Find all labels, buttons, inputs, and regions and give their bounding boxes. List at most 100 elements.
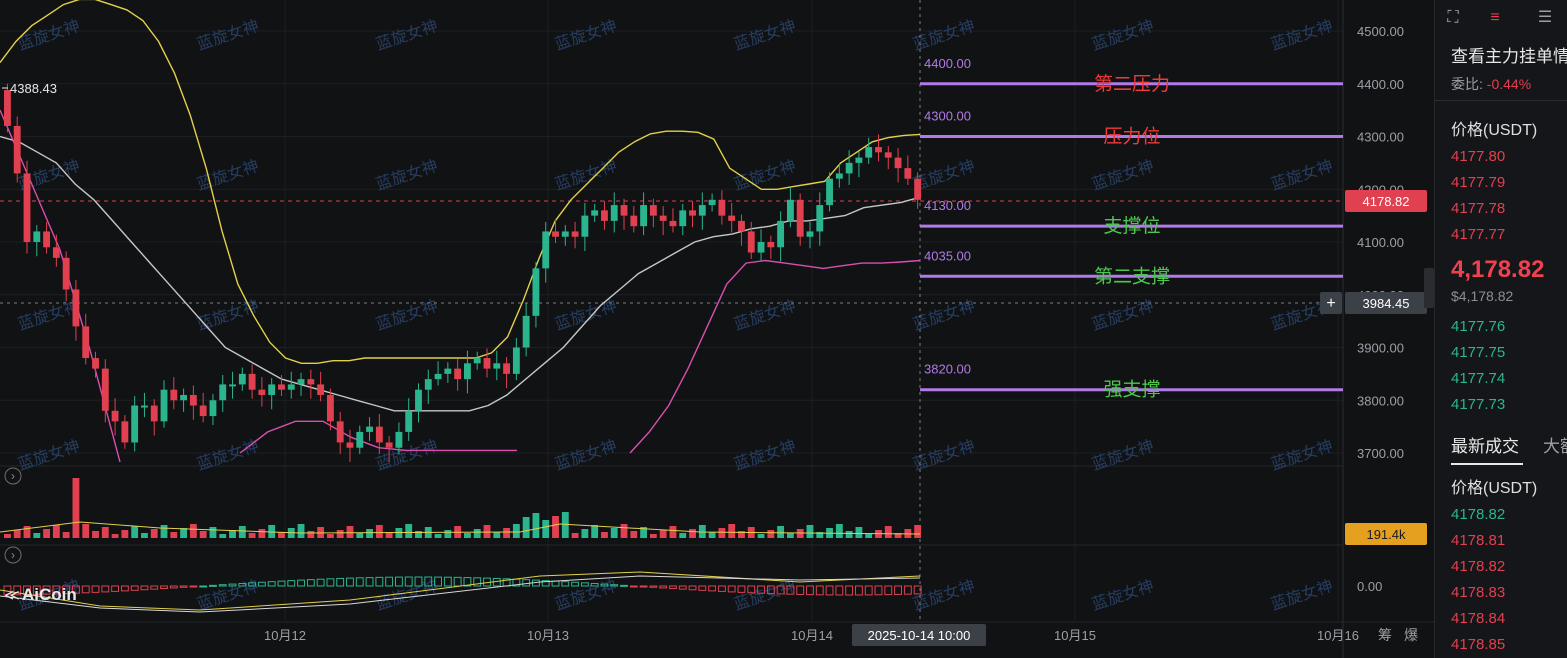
bollinger-upper-line xyxy=(0,0,921,364)
price-column-header: 价格(USDT) xyxy=(1451,122,1538,139)
macd-bar xyxy=(776,585,785,595)
candle-body xyxy=(82,326,90,359)
candle-body xyxy=(424,379,432,390)
y-tick-label: 3700.00 xyxy=(1357,446,1404,461)
volume-bar xyxy=(62,532,70,538)
price-row[interactable]: 4177.78 xyxy=(1451,200,1506,217)
level-price-label: 4300.00 xyxy=(924,109,971,124)
level-price-label: 3820.00 xyxy=(924,362,971,377)
candle-body xyxy=(659,215,667,221)
volume-bar xyxy=(131,526,139,538)
candle-body xyxy=(307,379,315,385)
candle-body xyxy=(708,199,716,206)
tab-underline xyxy=(1451,463,1523,465)
macd-bar xyxy=(130,585,139,591)
macd-bar xyxy=(277,580,286,587)
candle-body xyxy=(914,178,922,200)
macd-bar xyxy=(610,584,619,587)
candle-body xyxy=(248,373,256,390)
volume-bar xyxy=(160,525,168,538)
volume-bar xyxy=(601,532,608,538)
orderbook-both-icon[interactable]: ≡ xyxy=(1490,9,1500,26)
macd-bar xyxy=(257,581,266,587)
candle-body xyxy=(229,384,236,387)
macd-bar xyxy=(424,576,433,587)
level-price-label: 4035.00 xyxy=(924,248,971,263)
candle-body xyxy=(669,220,677,227)
macd-bar xyxy=(13,585,22,596)
orderbook-list-icon[interactable]: ☰ xyxy=(1537,9,1553,26)
volume-bar xyxy=(708,532,716,538)
price-row[interactable]: 4177.79 xyxy=(1451,174,1506,191)
volume-bar xyxy=(297,524,305,538)
chevron-right-icon: › xyxy=(11,469,15,483)
macd-bar xyxy=(209,584,217,587)
candle-body xyxy=(796,199,804,237)
macd-bar xyxy=(72,585,80,594)
crosshair-time-tag-text: 2025-10-14 10:00 xyxy=(868,628,971,643)
bollinger-lower-line xyxy=(629,259,921,454)
order-book-panel: ⛶ ≡ ☰ 查看主力挂单情 委比: -0.44% 价格(USDT) 4177.8… xyxy=(1434,0,1567,658)
volume-bar xyxy=(23,526,31,538)
volume-bar xyxy=(894,533,902,538)
volume-bar xyxy=(141,533,148,538)
x-tick-label: 10月13 xyxy=(527,628,569,643)
candle-body xyxy=(894,157,902,169)
macd-bar xyxy=(218,584,227,587)
volume-bar xyxy=(610,528,618,538)
volume-bar xyxy=(307,531,315,538)
volume-bar xyxy=(698,525,706,538)
crosshair-price-tag xyxy=(1345,292,1427,314)
price-row[interactable]: 4177.76 xyxy=(1451,318,1506,335)
macd-bar xyxy=(473,577,482,587)
volume-bar xyxy=(591,525,599,538)
chip-distribution-button: 筹 xyxy=(1378,627,1392,643)
crosshair-time-tag xyxy=(852,624,986,646)
tab-latest-trades[interactable]: 最新成交 xyxy=(1451,437,1519,456)
macd-bar xyxy=(698,585,707,591)
y-tick-label: 4400.00 xyxy=(1357,77,1404,92)
collapse-volume-icon xyxy=(4,467,22,485)
candle-body xyxy=(865,147,873,158)
volume-bar xyxy=(473,529,481,538)
macd-bar xyxy=(189,585,198,588)
macd-bar xyxy=(747,585,756,594)
macd-bar xyxy=(835,585,844,596)
candle-body xyxy=(884,152,892,158)
tab-large-orders[interactable]: 大额 xyxy=(1543,437,1567,456)
macd-bar xyxy=(561,581,570,587)
price-row[interactable]: 4177.73 xyxy=(1451,396,1506,413)
volume-bar xyxy=(522,517,530,538)
price-row[interactable]: 4177.75 xyxy=(1451,344,1506,361)
candle-body xyxy=(268,384,276,395)
volume-bar xyxy=(571,533,579,538)
macd-bar xyxy=(169,585,178,589)
candle-body xyxy=(767,242,775,248)
macd-bar xyxy=(717,585,726,592)
bollinger-lower-line xyxy=(239,420,517,454)
candle-body xyxy=(757,242,765,253)
price-row[interactable]: 4177.77 xyxy=(1451,226,1506,243)
volume-bar xyxy=(806,525,814,538)
price-row[interactable]: 4177.80 xyxy=(1451,148,1506,165)
macd-bar xyxy=(52,585,61,595)
price-row[interactable]: 4177.74 xyxy=(1451,370,1506,387)
macd-bar xyxy=(287,580,296,587)
x-tick-label: 10月16 xyxy=(1317,628,1359,643)
last-price-tag xyxy=(1345,190,1427,212)
volume-tag-text: 191.4k xyxy=(1366,527,1406,542)
liquidation-button: 爆 xyxy=(1404,627,1418,643)
candle-body xyxy=(297,379,305,385)
volume-bar xyxy=(532,513,540,538)
volume-bar xyxy=(503,528,510,538)
screenshot-icon[interactable]: ⛶ xyxy=(1447,9,1459,26)
candle-body xyxy=(561,231,569,237)
candle-body xyxy=(493,363,501,369)
macd-bar xyxy=(590,582,599,587)
macd-bar xyxy=(228,583,237,587)
view-main-orders-link[interactable]: 查看主力挂单情 xyxy=(1451,47,1567,66)
volume-bar xyxy=(4,534,11,538)
candle-body xyxy=(738,220,745,232)
candle-body xyxy=(835,173,843,179)
